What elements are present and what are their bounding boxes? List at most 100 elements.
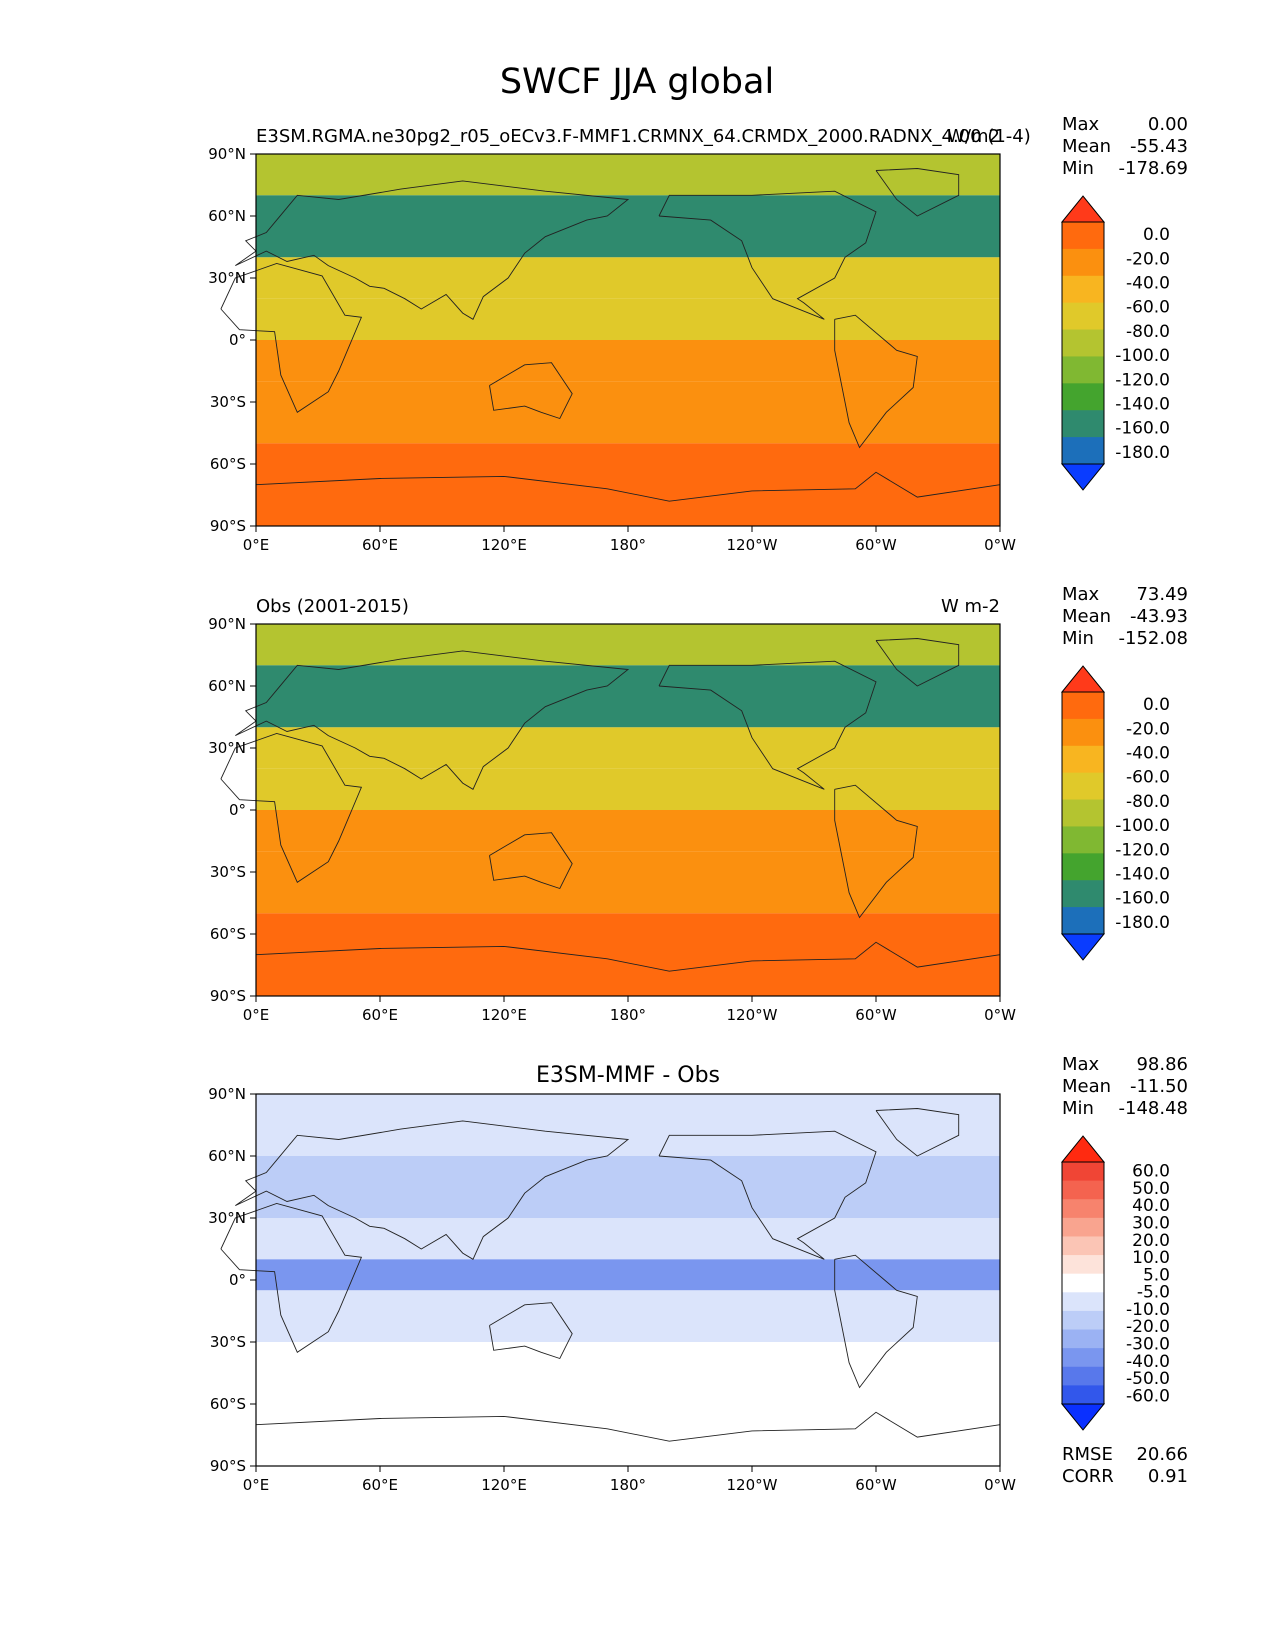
panel-units: W m-2 <box>941 596 1000 617</box>
colorbar-tick-label: -100.0 <box>1115 816 1170 836</box>
x-tick-label: 120°E <box>481 536 527 554</box>
extra-stat-label: RMSE <box>1062 1444 1113 1465</box>
stat-value: -55.43 <box>1130 136 1188 157</box>
y-tick-label: 30°S <box>210 863 246 881</box>
y-tick-label: 60°N <box>208 677 246 695</box>
field-band <box>256 727 1000 769</box>
colorbar-tick-label: -120.0 <box>1115 840 1170 860</box>
stat-label: Min <box>1062 628 1094 649</box>
colorbar-tick-label: -60.0 <box>1126 768 1170 788</box>
colorbar-segment <box>1062 907 1104 935</box>
figure-title: SWCF JJA global <box>500 62 774 102</box>
y-tick-label: 90°N <box>208 145 246 163</box>
colorbar-tick-label: -80.0 <box>1126 792 1170 812</box>
x-tick-label: 0°E <box>243 1006 270 1024</box>
coastline <box>235 1120 630 1260</box>
x-tick-label: 0°W <box>984 536 1016 554</box>
colorbar-segment <box>1062 1348 1104 1368</box>
field-band <box>256 1094 1000 1156</box>
colorbar-extend-top <box>1060 665 1106 693</box>
coastline <box>255 941 1001 972</box>
coastline <box>220 733 363 883</box>
colorbar-tick-label: 30.0 <box>1132 1214 1170 1234</box>
stat-value: 98.86 <box>1136 1054 1188 1075</box>
field-band <box>256 298 1000 340</box>
colorbar-tick-label: -40.0 <box>1126 744 1170 764</box>
y-tick-label: 60°N <box>208 207 246 225</box>
field-band <box>256 1156 1000 1218</box>
y-tick-label: 30°N <box>208 269 246 287</box>
colorbar-tick-label: -30.0 <box>1126 1335 1170 1355</box>
colorbar-segment <box>1062 1199 1104 1219</box>
x-tick-label: 0°E <box>243 1476 270 1494</box>
colorbar-tick-label: -60.0 <box>1126 298 1170 318</box>
colorbar-tick-label: -120.0 <box>1115 370 1170 390</box>
colorbar-tick-label: 10.0 <box>1132 1248 1170 1268</box>
colorbar-segment <box>1062 1385 1104 1405</box>
colorbar-segment <box>1062 329 1104 357</box>
coastline <box>875 1108 960 1157</box>
panel-3: 0°E 60°E 120°E 180° 120°W 60°W 0°W 90°N 60°N 30°N… <box>208 1054 1188 1494</box>
colorbar-segment <box>1062 383 1104 411</box>
colorbar-tick-label: 0.0 <box>1143 695 1170 715</box>
colorbar-segment <box>1062 745 1104 774</box>
stat-value: -43.93 <box>1130 606 1188 627</box>
y-tick-label: 90°S <box>210 987 246 1005</box>
colorbar-segment <box>1062 1162 1104 1182</box>
coastline <box>834 314 918 449</box>
y-tick-label: 30°N <box>208 1209 246 1227</box>
y-tick-label: 30°S <box>210 393 246 411</box>
panel-2: 0°E 60°E 120°E 180° 120°W 60°W 0°W 90°N 60°N 30°N… <box>208 584 1188 1024</box>
coastline <box>489 1302 573 1360</box>
x-tick-label: 60°E <box>362 1006 398 1024</box>
colorbar-segment <box>1062 1273 1104 1293</box>
colorbar-tick-label: -20.0 <box>1126 249 1170 269</box>
colorbar-tick-label: 0.0 <box>1143 225 1170 245</box>
y-tick-label: 90°S <box>210 1457 246 1475</box>
stat-label: Mean <box>1062 1076 1111 1097</box>
colorbar-segment <box>1062 437 1104 465</box>
field-band <box>256 1218 1000 1260</box>
colorbar-tick-label: 50.0 <box>1132 1179 1170 1199</box>
field-band <box>256 443 1000 526</box>
y-tick-label: 30°N <box>208 739 246 757</box>
colorbar-segment <box>1062 302 1104 331</box>
field-band <box>256 768 1000 810</box>
colorbar-segment <box>1062 410 1104 438</box>
colorbar-tick-label: -20.0 <box>1126 1317 1170 1337</box>
coastline <box>658 190 877 320</box>
coastline <box>220 263 363 413</box>
colorbar-tick-label: 20.0 <box>1132 1231 1170 1251</box>
y-tick-label: 0° <box>229 331 246 349</box>
extra-stat-label: CORR <box>1062 1466 1114 1487</box>
field-band <box>256 913 1000 996</box>
colorbar-segment <box>1062 1329 1104 1349</box>
colorbar-segment <box>1062 1236 1104 1256</box>
colorbar-tick-label: -160.0 <box>1115 419 1170 439</box>
colorbar-segment <box>1062 718 1104 747</box>
panel-units: W/m2 <box>947 126 1000 147</box>
x-tick-label: 180° <box>610 1476 646 1494</box>
colorbar-tick-label: -80.0 <box>1126 322 1170 342</box>
colorbar-tick-label: -40.0 <box>1126 274 1170 294</box>
extra-stat-value: 20.66 <box>1136 1444 1188 1465</box>
colorbar-frame <box>1061 1161 1105 1405</box>
colorbar-tick-label: -50.0 <box>1126 1369 1170 1389</box>
colorbar-extend-bottom <box>1060 1403 1106 1431</box>
coastline <box>658 660 877 790</box>
colorbar-tick-label: -40.0 <box>1126 1352 1170 1372</box>
colorbar-segment <box>1062 1217 1104 1237</box>
panel-1: 0°E 60°E 120°E 180° 120°W 60°W 0°W 90°N 60°N 30°N… <box>208 114 1188 554</box>
stat-value: -148.48 <box>1119 1098 1188 1119</box>
colorbar-segment <box>1062 1310 1104 1331</box>
colorbar-segment <box>1062 222 1104 250</box>
colorbar-tick-label: -180.0 <box>1115 443 1170 463</box>
colorbar-tick-label: 60.0 <box>1132 1162 1170 1182</box>
coastline <box>255 1411 1001 1442</box>
field-band <box>256 340 1000 382</box>
stat-label: Mean <box>1062 606 1111 627</box>
field-band <box>256 665 1000 728</box>
panel-title-center: E3SM-MMF - Obs <box>536 1063 720 1088</box>
field-band <box>256 257 1000 299</box>
